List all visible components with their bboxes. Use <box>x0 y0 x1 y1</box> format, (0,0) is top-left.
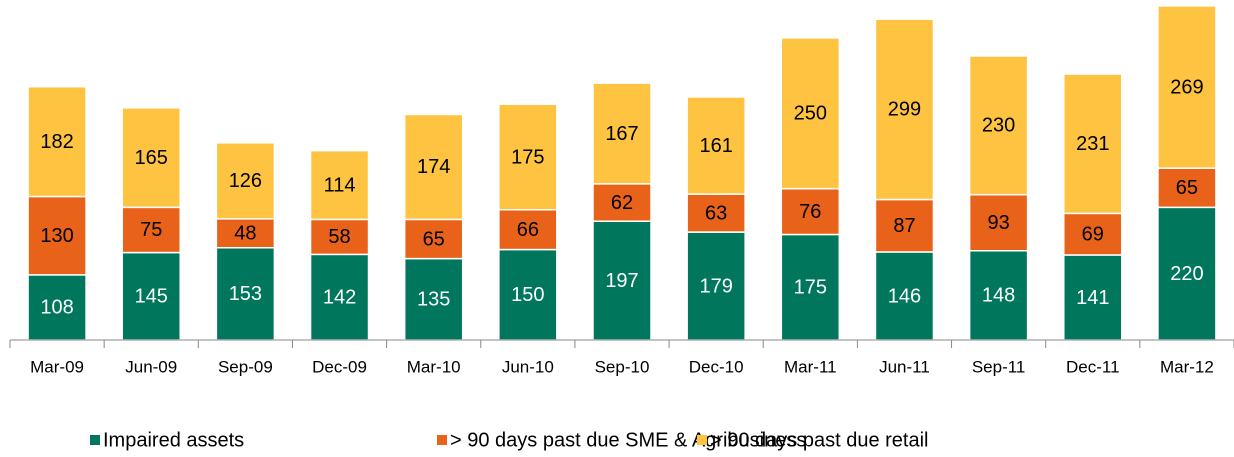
data-label: 165 <box>135 147 168 169</box>
legend-label: > 90 days past due SME & Agribusiness <box>450 429 806 451</box>
data-label: 179 <box>699 275 732 297</box>
data-label: 66 <box>517 219 539 241</box>
data-label: 153 <box>229 283 262 305</box>
data-label: 135 <box>417 289 450 311</box>
data-label: 69 <box>1082 223 1104 245</box>
x-tick-label: Dec-10 <box>689 357 744 376</box>
data-label: 146 <box>888 285 921 307</box>
bar-segment <box>874 198 935 253</box>
bar-segment <box>309 253 370 341</box>
data-label: 114 <box>324 174 356 196</box>
data-label: 150 <box>511 284 544 306</box>
bar-segment <box>309 149 370 221</box>
data-label: 126 <box>229 170 262 192</box>
data-label: 175 <box>511 146 544 168</box>
bar-segment <box>1063 73 1123 215</box>
x-tick-label: Mar-09 <box>30 357 84 376</box>
data-label: 87 <box>893 215 915 237</box>
data-label: 65 <box>423 228 445 250</box>
bar-segment <box>874 18 935 201</box>
bar-segment <box>780 37 841 190</box>
bar-segment <box>686 96 746 195</box>
data-label: 250 <box>794 103 827 125</box>
bar-segment <box>498 248 558 341</box>
bar-segment <box>215 218 276 249</box>
data-label: 148 <box>982 285 1015 307</box>
data-label: 197 <box>605 270 638 292</box>
data-label: 76 <box>799 201 821 223</box>
data-label: 48 <box>234 223 256 245</box>
x-tick-label: Dec-11 <box>1066 357 1120 376</box>
data-label: 230 <box>982 115 1015 137</box>
legend-label: > 90 days past due retail <box>710 429 928 451</box>
data-label: 231 <box>1076 133 1109 155</box>
x-tick-label: Mar-10 <box>407 357 461 376</box>
data-label: 142 <box>323 286 356 308</box>
data-label: 130 <box>40 225 73 247</box>
x-tick-label: Jun-11 <box>879 357 930 376</box>
data-label: 220 <box>1170 263 1203 285</box>
data-label: 108 <box>40 297 73 319</box>
data-label: 145 <box>135 286 168 308</box>
x-tick-label: Jun-09 <box>125 357 177 376</box>
data-label: 269 <box>1170 76 1203 98</box>
bar-segment <box>1157 5 1217 169</box>
bar-segment <box>27 274 87 341</box>
bar-segment <box>592 183 652 222</box>
bar-segment <box>686 231 746 341</box>
data-label: 141 <box>1076 287 1109 309</box>
legend-swatch <box>437 435 447 445</box>
bar-segment <box>121 251 181 341</box>
x-tick-label: Dec-09 <box>312 357 367 376</box>
bar-segment <box>403 113 464 221</box>
data-label: 167 <box>605 123 638 145</box>
bar-segment <box>121 206 181 254</box>
legend-label: Impaired assets <box>103 429 244 451</box>
data-label: 75 <box>140 219 162 241</box>
x-tick-label: Sep-09 <box>218 357 273 376</box>
bar-segment <box>309 218 370 256</box>
data-label: 182 <box>40 131 73 153</box>
data-label: 58 <box>328 226 350 248</box>
x-tick-label: Sep-10 <box>595 357 650 376</box>
bar-segment <box>968 250 1029 341</box>
legend-swatch <box>90 435 100 445</box>
bar-segment <box>968 55 1029 196</box>
x-tick-label: Mar-11 <box>784 357 837 376</box>
bar-segment <box>403 218 464 260</box>
data-label: 174 <box>417 156 450 178</box>
data-label: 161 <box>699 135 732 157</box>
bar-segment <box>968 193 1029 252</box>
x-tick-label: Mar-12 <box>1160 357 1214 376</box>
x-tick-label: Jun-10 <box>502 357 554 376</box>
data-label: 65 <box>1176 177 1198 199</box>
bar-segment <box>498 103 558 211</box>
bar-segment <box>121 107 181 209</box>
bar-segment <box>27 85 87 198</box>
bar-segment <box>592 82 652 185</box>
bar-segment <box>498 209 558 251</box>
data-label: 93 <box>987 212 1009 234</box>
bar-segment <box>1063 212 1123 256</box>
data-label: 63 <box>705 202 727 224</box>
bar-segment <box>874 251 935 341</box>
bar-segment <box>215 142 276 220</box>
x-tick-label: Sep-11 <box>972 357 1026 376</box>
data-label: 175 <box>794 277 827 299</box>
legend-swatch <box>697 435 707 445</box>
data-label: 62 <box>611 192 633 214</box>
data-label: 299 <box>888 99 921 121</box>
bar-segment <box>1063 254 1123 341</box>
